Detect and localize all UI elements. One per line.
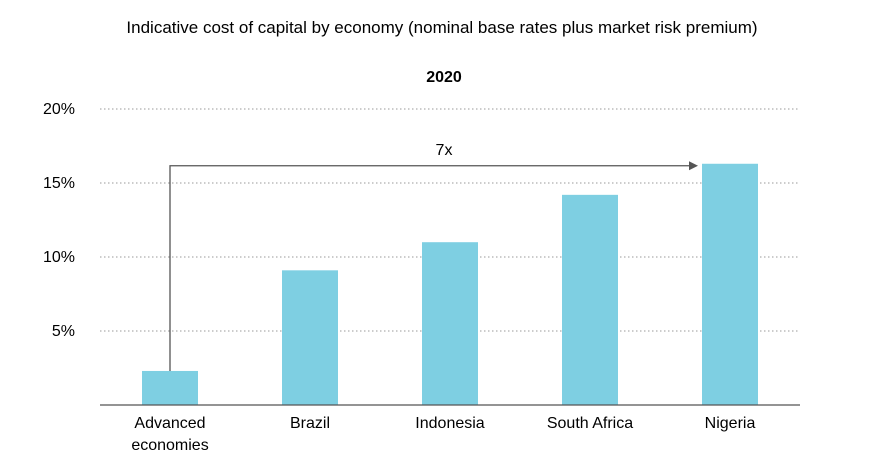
- category-label: Nigeria: [705, 415, 756, 432]
- annotation-label: 7x: [436, 142, 453, 159]
- bar: [422, 242, 478, 405]
- bars: [142, 163, 758, 405]
- y-axis-ticks: 5% 10% 15% 20%: [43, 101, 75, 340]
- category-label: Advanced economies: [131, 415, 208, 454]
- chart-subtitle: 2020: [426, 69, 462, 86]
- annotation-arrow-line: [169, 165, 692, 371]
- y-tick-label: 10%: [43, 249, 75, 266]
- y-tick-label: 5%: [52, 323, 75, 340]
- bar: [562, 194, 618, 405]
- bar: [282, 270, 338, 405]
- gridlines: [100, 108, 800, 332]
- y-tick-label: 15%: [43, 175, 75, 192]
- multiplier-annotation: 7x: [169, 142, 698, 371]
- arrowhead-icon: [689, 161, 698, 171]
- category-label: Indonesia: [415, 415, 484, 432]
- bar: [702, 163, 758, 405]
- category-label: South Africa: [547, 415, 633, 432]
- bar: [142, 370, 198, 405]
- y-tick-label: 20%: [43, 101, 75, 118]
- category-labels: Advanced economies Brazil Indonesia South Af…: [131, 415, 755, 454]
- category-label: Brazil: [290, 415, 330, 432]
- chart-title: Indicative cost of capital by economy (n…: [126, 18, 757, 37]
